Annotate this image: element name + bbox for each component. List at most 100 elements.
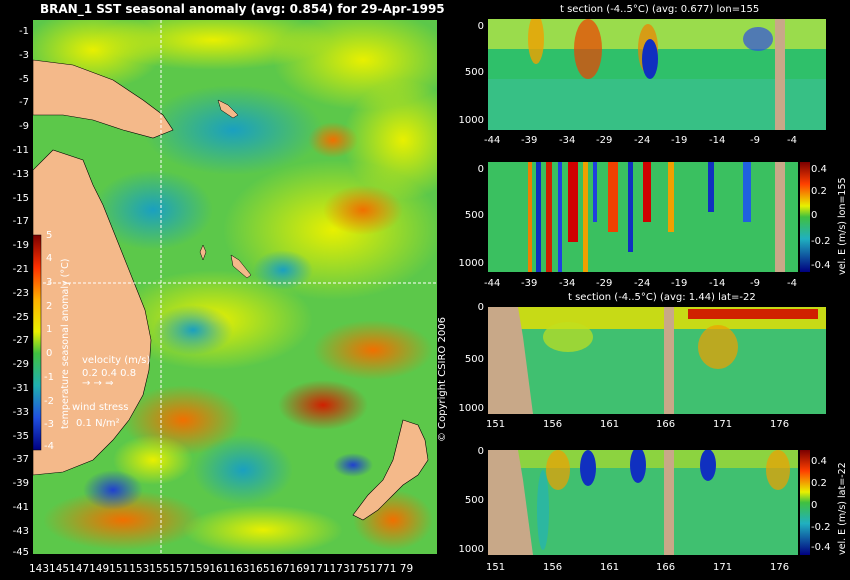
colorbar-tick: -1 xyxy=(44,372,54,383)
section-1-plot xyxy=(488,19,826,130)
section-2-xtick: -4 xyxy=(787,278,797,289)
lat-tick: -11 xyxy=(12,145,29,156)
copyright-text: © Copyright CSIRO 2006 xyxy=(437,317,448,442)
new-caledonia xyxy=(230,254,252,279)
section-3-xtick: 171 xyxy=(713,419,733,430)
copyright-wrap: © Copyright CSIRO 2006 xyxy=(437,317,448,442)
velocity-legend-scale: 0.2 0.4 0.8 xyxy=(82,368,137,379)
section-1-xtick: -39 xyxy=(521,135,538,146)
section-4-cbar-tick: 0.2 xyxy=(811,478,827,489)
lat-tick: -15 xyxy=(12,193,29,204)
lat-tick: -13 xyxy=(12,169,29,180)
section-3-ytick: 1000 xyxy=(458,403,484,414)
section-2-xtick: -39 xyxy=(521,278,538,289)
section-4-xtick: 151 xyxy=(486,562,506,573)
section-4-cbar-tick: -0.4 xyxy=(811,542,831,553)
map-colorbar xyxy=(33,234,42,451)
section-1-xtick: -44 xyxy=(484,135,501,146)
section-2-xtick: -34 xyxy=(559,278,576,289)
section-2-ytick: 500 xyxy=(464,210,484,221)
lat-tick: -27 xyxy=(12,335,29,346)
section-2-cbar-tick: -0.2 xyxy=(811,236,831,247)
new-zealand-landmass xyxy=(352,419,429,521)
section-4-side-label: vel. E (m/s) lat=-22 xyxy=(837,462,848,555)
map-lon-axis: 1431451471491511531551571591611631651671… xyxy=(29,563,414,575)
section-1-xtick: -34 xyxy=(559,135,576,146)
vanuatu xyxy=(199,244,207,261)
section-1-xtick: -14 xyxy=(709,135,726,146)
section-4-xtick: 156 xyxy=(543,562,563,573)
section-1-ytick: 0 xyxy=(477,21,484,32)
section-3-plot xyxy=(488,307,826,414)
lat-tick: -41 xyxy=(12,502,29,513)
lat-tick: -45 xyxy=(12,547,29,558)
lat-tick: -1 xyxy=(19,26,29,37)
section-2-plot xyxy=(488,162,798,272)
section-1-ytick: 500 xyxy=(464,67,484,78)
colorbar-label: temperature seasonal anomaly (°C) xyxy=(60,258,71,429)
section-3-xtick: 161 xyxy=(600,419,620,430)
section-4-colorbar xyxy=(800,450,810,555)
lat-tick: -31 xyxy=(12,383,29,394)
lat-tick: -39 xyxy=(12,478,29,489)
lat-tick: -7 xyxy=(19,97,29,108)
lat-tick: -33 xyxy=(12,407,29,418)
lat-tick: -23 xyxy=(12,288,29,299)
lat-tick: -35 xyxy=(12,431,29,442)
solomon-islands xyxy=(217,99,239,119)
section-2-cbar-tick: 0 xyxy=(811,210,818,221)
section-4-ytick: 500 xyxy=(464,495,484,506)
section-4-xtick: 161 xyxy=(600,562,620,573)
section-4-xtick: 176 xyxy=(770,562,790,573)
section-2-xtick: -44 xyxy=(484,278,501,289)
section-1-xtick: -9 xyxy=(750,135,760,146)
colorbar-tick: -2 xyxy=(44,396,54,407)
lat-tick: -37 xyxy=(12,454,29,465)
section-1-xtick: -29 xyxy=(596,135,613,146)
section-3-xtick: 166 xyxy=(656,419,676,430)
section-3-title: t section (-4..5°C) (avg: 1.44) lat=-22 xyxy=(568,292,756,303)
section-2-xtick: -9 xyxy=(750,278,760,289)
sst-anomaly-map xyxy=(33,20,437,554)
lat-tick: -43 xyxy=(12,526,29,537)
colorbar-tick: 5 xyxy=(46,230,53,241)
section-2-colorbar xyxy=(800,162,810,272)
section-1-title: t section (-4..5°C) (avg: 0.677) lon=155 xyxy=(560,4,760,15)
colorbar-tick: -3 xyxy=(44,419,54,430)
lat-tick: -3 xyxy=(19,50,29,61)
section-4-xtick: 171 xyxy=(713,562,733,573)
section-3-xtick: 176 xyxy=(770,419,790,430)
section-3-ytick: 500 xyxy=(464,354,484,365)
lat-tick: -29 xyxy=(12,359,29,370)
section-2-xtick: -19 xyxy=(671,278,688,289)
colorbar-tick: 4 xyxy=(46,253,53,264)
section-2-side-wrap: vel. E (m/s) lon=155 xyxy=(837,177,848,275)
section-2-side-label: vel. E (m/s) lon=155 xyxy=(837,177,848,275)
wind-legend-scale: 0.1 N/m² xyxy=(76,418,120,429)
lat-tick: -19 xyxy=(12,240,29,251)
section-4-cbar-tick: 0 xyxy=(811,500,818,511)
section-2-ytick: 0 xyxy=(477,164,484,175)
section-2-cbar-tick: 0.2 xyxy=(811,186,827,197)
section-3-xtick: 156 xyxy=(543,419,563,430)
velocity-legend-title: velocity (m/s) xyxy=(82,355,151,366)
section-2-cbar-tick: 0.4 xyxy=(811,164,827,175)
colorbar-tick: 1 xyxy=(46,324,53,335)
section-3-xtick: 151 xyxy=(486,419,506,430)
section-2-ytick: 1000 xyxy=(458,258,484,269)
section-4-ytick: 0 xyxy=(477,446,484,457)
new-guinea-landmass xyxy=(33,59,174,139)
section-1-ytick: 1000 xyxy=(458,115,484,126)
colorbar-tick: -4 xyxy=(44,441,54,452)
colorbar-label-wrap: temperature seasonal anomaly (°C) xyxy=(60,259,71,429)
section-2-xtick: -14 xyxy=(709,278,726,289)
section-2-xtick: -24 xyxy=(634,278,651,289)
section-4-plot xyxy=(488,450,798,555)
colorbar-tick: 3 xyxy=(46,277,53,288)
map-title: BRAN_1 SST seasonal anomaly (avg: 0.854)… xyxy=(40,2,445,16)
wind-legend-title: wind stress xyxy=(72,402,129,413)
section-4-xtick: 166 xyxy=(656,562,676,573)
lat-tick: -9 xyxy=(19,121,29,132)
section-2-cbar-tick: -0.4 xyxy=(811,260,831,271)
section-4-cbar-tick: -0.2 xyxy=(811,522,831,533)
